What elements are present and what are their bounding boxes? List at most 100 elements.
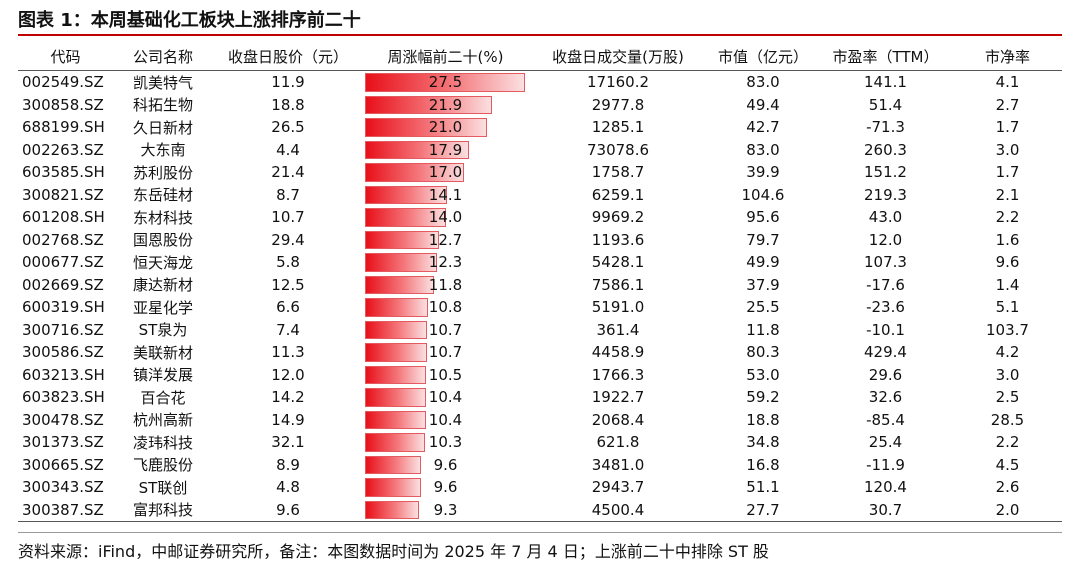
change-value: 10.5 bbox=[428, 365, 463, 384]
company-name: 大东南 bbox=[140, 141, 186, 160]
change-value: 10.4 bbox=[428, 388, 463, 407]
weekly-change: 10.5 bbox=[363, 364, 528, 387]
table-row: 603213.SH 镇洋发展 12.0 10.5 1766.3 53.0 29.6 3.0 bbox=[18, 364, 1062, 387]
market-cap: 18.8 bbox=[746, 410, 780, 429]
table-row: 603823.SH 百合花 14.2 10.4 1922.7 59.2 32.6 2.5 bbox=[18, 386, 1062, 409]
close-price: 9.6 bbox=[213, 498, 363, 522]
pb-ratio: 2.2 bbox=[995, 208, 1020, 227]
change-bar bbox=[365, 433, 425, 452]
stock-code: 300858.SZ bbox=[22, 95, 104, 114]
table-row: 002549.SZ 凯美特气 11.9 27.5 17160.2 83.0 141.1 4.1 bbox=[18, 71, 1062, 94]
company-name: 镇洋发展 bbox=[132, 366, 193, 385]
close-volume: 4500.4 bbox=[528, 498, 708, 522]
weekly-change: 17.0 bbox=[363, 161, 528, 184]
pe-ttm: 107.3 bbox=[864, 253, 907, 272]
pe-ttm: 51.4 bbox=[868, 95, 903, 114]
stock-code: 300387.SZ bbox=[18, 498, 113, 522]
table-row: 300478.SZ 杭州高新 14.9 10.4 2068.4 18.8 -85.4 28.5 bbox=[18, 409, 1062, 432]
header-mcap: 市值（亿元） bbox=[708, 42, 818, 71]
change-value: 12.3 bbox=[428, 253, 463, 272]
company-name: 久日新材 bbox=[132, 118, 193, 137]
figure-title: 图表 1：本周基础化工板块上涨排序前二十 bbox=[18, 10, 361, 31]
title-rule bbox=[18, 34, 1062, 36]
close-price: 18.8 bbox=[271, 95, 305, 114]
source-note: 资料来源：iFind，中邮证券研究所，备注：本图数据时间为 2025 年 7 月… bbox=[18, 542, 769, 561]
market-cap: 27.7 bbox=[708, 498, 818, 522]
close-price: 8.7 bbox=[276, 185, 300, 204]
table-row: 300858.SZ 科拓生物 18.8 21.9 2977.8 49.4 51.4 2.7 bbox=[18, 94, 1062, 117]
weekly-change: 21.9 bbox=[363, 94, 528, 117]
stock-code: 688199.SH bbox=[22, 118, 105, 137]
company-name: 杭州高新 bbox=[132, 411, 193, 430]
pe-ttm: -85.4 bbox=[866, 410, 905, 429]
pb-ratio: 1.6 bbox=[995, 230, 1020, 249]
stock-code: 600319.SH bbox=[22, 298, 105, 317]
pb-ratio: 4.1 bbox=[995, 73, 1020, 92]
change-bar bbox=[365, 230, 439, 249]
close-price: 4.8 bbox=[276, 478, 300, 497]
close-volume: 1193.6 bbox=[591, 230, 645, 249]
market-cap: 25.5 bbox=[746, 298, 780, 317]
close-price: 4.4 bbox=[276, 140, 300, 159]
stock-code: 300716.SZ bbox=[22, 320, 104, 339]
change-value: 10.8 bbox=[428, 298, 463, 317]
company-name: 凌玮科技 bbox=[132, 433, 193, 452]
close-volume: 2068.4 bbox=[591, 410, 645, 429]
close-volume: 1285.1 bbox=[591, 118, 645, 137]
stock-code: 002549.SZ bbox=[22, 73, 104, 92]
company-name: 美联新材 bbox=[132, 343, 193, 362]
market-cap: 80.3 bbox=[746, 343, 780, 362]
market-cap: 83.0 bbox=[746, 140, 780, 159]
table-body: 002549.SZ 凯美特气 11.9 27.5 17160.2 83.0 141.1 4.1… bbox=[18, 71, 1062, 522]
close-price: 14.2 bbox=[271, 388, 305, 407]
table-row: 603585.SH 苏利股份 21.4 17.0 1758.7 39.9 151.2 1.7 bbox=[18, 161, 1062, 184]
change-value: 10.3 bbox=[428, 433, 463, 452]
close-volume: 2943.7 bbox=[591, 478, 645, 497]
close-volume: 73078.6 bbox=[586, 140, 650, 159]
table-row: 002263.SZ 大东南 4.4 17.9 73078.6 83.0 260.3 3.0 bbox=[18, 139, 1062, 162]
weekly-change: 27.5 bbox=[363, 71, 528, 94]
stock-code: 300821.SZ bbox=[22, 185, 104, 204]
pe-ttm: 29.6 bbox=[868, 365, 903, 384]
market-cap: 95.6 bbox=[746, 208, 780, 227]
weekly-change: 10.7 bbox=[363, 341, 528, 364]
change-value: 21.0 bbox=[428, 118, 463, 137]
stock-code: 000677.SZ bbox=[22, 253, 104, 272]
weekly-change: 9.6 bbox=[363, 476, 528, 499]
stock-code: 603213.SH bbox=[22, 365, 105, 384]
pb-ratio: 3.0 bbox=[995, 365, 1020, 384]
footer-rule bbox=[18, 532, 1062, 533]
table-row: 300387.SZ 富邦科技 9.6 9.3 4500.4 27.7 30.7 2.0 bbox=[18, 498, 1062, 522]
header-change: 周涨幅前二十(%) bbox=[363, 42, 528, 71]
pe-ttm: 219.3 bbox=[864, 185, 907, 204]
market-cap: 39.9 bbox=[746, 163, 780, 182]
close-price: 10.7 bbox=[271, 208, 305, 227]
pb-ratio: 2.1 bbox=[995, 185, 1020, 204]
close-price: 14.9 bbox=[271, 410, 305, 429]
market-cap: 16.8 bbox=[746, 455, 780, 474]
weekly-change: 21.0 bbox=[363, 116, 528, 139]
company-name: 富邦科技 bbox=[113, 498, 213, 522]
change-bar bbox=[365, 140, 470, 159]
change-value: 11.8 bbox=[428, 275, 463, 294]
table-row: 300665.SZ 飞鹿股份 8.9 9.6 3481.0 16.8 -11.9 4.5 bbox=[18, 454, 1062, 477]
close-volume: 4458.9 bbox=[591, 343, 645, 362]
close-price: 21.4 bbox=[271, 163, 305, 182]
pb-ratio: 4.5 bbox=[995, 455, 1020, 474]
market-cap: 49.4 bbox=[746, 95, 780, 114]
stock-code: 300343.SZ bbox=[22, 478, 104, 497]
change-value: 9.6 bbox=[433, 455, 458, 474]
pe-ttm: 429.4 bbox=[864, 343, 907, 362]
table-row: 301373.SZ 凌玮科技 32.1 10.3 621.8 34.8 25.4 2.2 bbox=[18, 431, 1062, 454]
close-volume: 5191.0 bbox=[591, 298, 645, 317]
close-price: 29.4 bbox=[271, 230, 305, 249]
header-volume: 收盘日成交量(万股) bbox=[528, 42, 708, 71]
pb-ratio: 1.7 bbox=[995, 118, 1020, 137]
pe-ttm: 30.7 bbox=[818, 498, 953, 522]
stock-code: 603823.SH bbox=[22, 388, 105, 407]
change-bar bbox=[365, 275, 434, 294]
pe-ttm: 260.3 bbox=[864, 140, 907, 159]
table-row: 002669.SZ 康达新材 12.5 11.8 7586.1 37.9 -17.6 1.4 bbox=[18, 274, 1062, 297]
change-bar bbox=[365, 185, 448, 204]
pb-ratio: 2.5 bbox=[995, 388, 1020, 407]
